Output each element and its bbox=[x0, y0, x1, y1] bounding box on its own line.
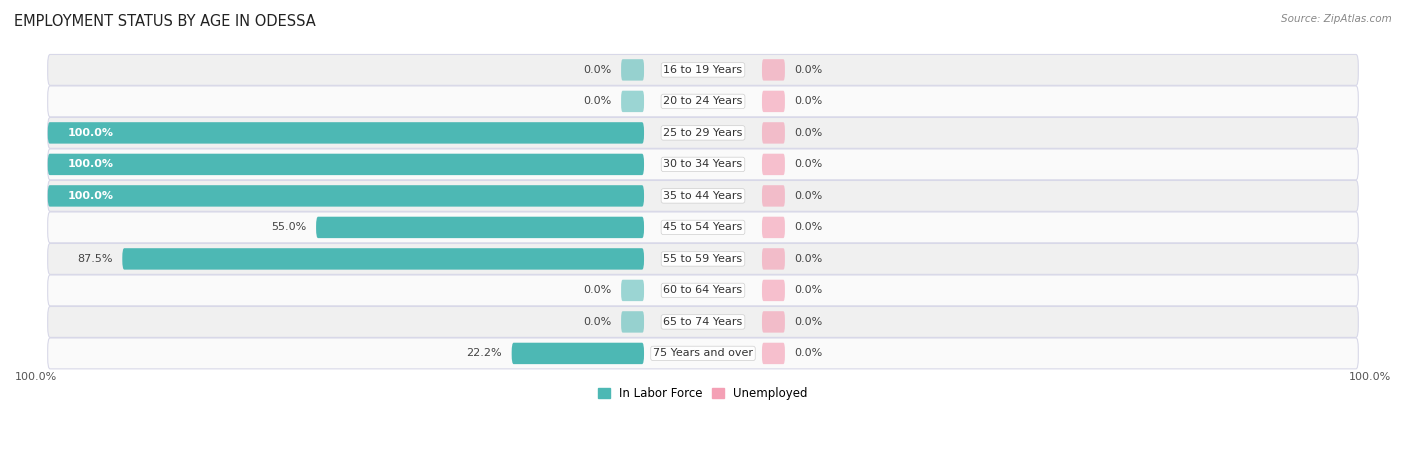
FancyBboxPatch shape bbox=[762, 154, 785, 175]
FancyBboxPatch shape bbox=[48, 338, 1358, 369]
Text: 65 to 74 Years: 65 to 74 Years bbox=[664, 317, 742, 327]
Text: 0.0%: 0.0% bbox=[794, 317, 823, 327]
Text: 100.0%: 100.0% bbox=[67, 159, 114, 169]
Text: 0.0%: 0.0% bbox=[794, 254, 823, 264]
FancyBboxPatch shape bbox=[48, 122, 644, 144]
FancyBboxPatch shape bbox=[762, 343, 785, 364]
FancyBboxPatch shape bbox=[512, 343, 644, 364]
FancyBboxPatch shape bbox=[621, 91, 644, 112]
Text: 16 to 19 Years: 16 to 19 Years bbox=[664, 65, 742, 75]
FancyBboxPatch shape bbox=[762, 217, 785, 238]
FancyBboxPatch shape bbox=[48, 154, 644, 175]
FancyBboxPatch shape bbox=[762, 91, 785, 112]
FancyBboxPatch shape bbox=[48, 54, 1358, 86]
FancyBboxPatch shape bbox=[48, 86, 1358, 117]
FancyBboxPatch shape bbox=[762, 248, 785, 270]
Text: 20 to 24 Years: 20 to 24 Years bbox=[664, 96, 742, 106]
FancyBboxPatch shape bbox=[48, 243, 1358, 274]
Text: 35 to 44 Years: 35 to 44 Years bbox=[664, 191, 742, 201]
Text: 0.0%: 0.0% bbox=[794, 128, 823, 138]
FancyBboxPatch shape bbox=[48, 275, 1358, 306]
FancyBboxPatch shape bbox=[48, 149, 1358, 180]
FancyBboxPatch shape bbox=[621, 311, 644, 333]
Text: EMPLOYMENT STATUS BY AGE IN ODESSA: EMPLOYMENT STATUS BY AGE IN ODESSA bbox=[14, 14, 316, 28]
Text: 25 to 29 Years: 25 to 29 Years bbox=[664, 128, 742, 138]
Text: 100.0%: 100.0% bbox=[15, 372, 58, 382]
Text: 45 to 54 Years: 45 to 54 Years bbox=[664, 222, 742, 232]
FancyBboxPatch shape bbox=[762, 185, 785, 207]
FancyBboxPatch shape bbox=[762, 59, 785, 81]
FancyBboxPatch shape bbox=[48, 306, 1358, 338]
Text: 30 to 34 Years: 30 to 34 Years bbox=[664, 159, 742, 169]
Text: 0.0%: 0.0% bbox=[794, 65, 823, 75]
Legend: In Labor Force, Unemployed: In Labor Force, Unemployed bbox=[593, 382, 813, 405]
Text: 0.0%: 0.0% bbox=[583, 65, 612, 75]
Text: 0.0%: 0.0% bbox=[794, 191, 823, 201]
FancyBboxPatch shape bbox=[621, 280, 644, 301]
Text: 0.0%: 0.0% bbox=[794, 159, 823, 169]
Text: 0.0%: 0.0% bbox=[794, 222, 823, 232]
Text: 55 to 59 Years: 55 to 59 Years bbox=[664, 254, 742, 264]
FancyBboxPatch shape bbox=[48, 185, 644, 207]
Text: 0.0%: 0.0% bbox=[583, 285, 612, 295]
FancyBboxPatch shape bbox=[48, 212, 1358, 243]
FancyBboxPatch shape bbox=[316, 217, 644, 238]
FancyBboxPatch shape bbox=[122, 248, 644, 270]
Text: 0.0%: 0.0% bbox=[583, 96, 612, 106]
Text: 0.0%: 0.0% bbox=[794, 348, 823, 358]
Text: 100.0%: 100.0% bbox=[67, 128, 114, 138]
Text: 75 Years and over: 75 Years and over bbox=[652, 348, 754, 358]
FancyBboxPatch shape bbox=[762, 122, 785, 144]
Text: 0.0%: 0.0% bbox=[583, 317, 612, 327]
Text: 87.5%: 87.5% bbox=[77, 254, 112, 264]
Text: 55.0%: 55.0% bbox=[271, 222, 307, 232]
Text: 0.0%: 0.0% bbox=[794, 285, 823, 295]
Text: 22.2%: 22.2% bbox=[467, 348, 502, 358]
FancyBboxPatch shape bbox=[762, 311, 785, 333]
Text: 0.0%: 0.0% bbox=[794, 96, 823, 106]
FancyBboxPatch shape bbox=[48, 180, 1358, 212]
FancyBboxPatch shape bbox=[762, 280, 785, 301]
Text: 100.0%: 100.0% bbox=[67, 191, 114, 201]
FancyBboxPatch shape bbox=[48, 117, 1358, 148]
Text: Source: ZipAtlas.com: Source: ZipAtlas.com bbox=[1281, 14, 1392, 23]
FancyBboxPatch shape bbox=[621, 59, 644, 81]
Text: 60 to 64 Years: 60 to 64 Years bbox=[664, 285, 742, 295]
Text: 100.0%: 100.0% bbox=[1348, 372, 1391, 382]
